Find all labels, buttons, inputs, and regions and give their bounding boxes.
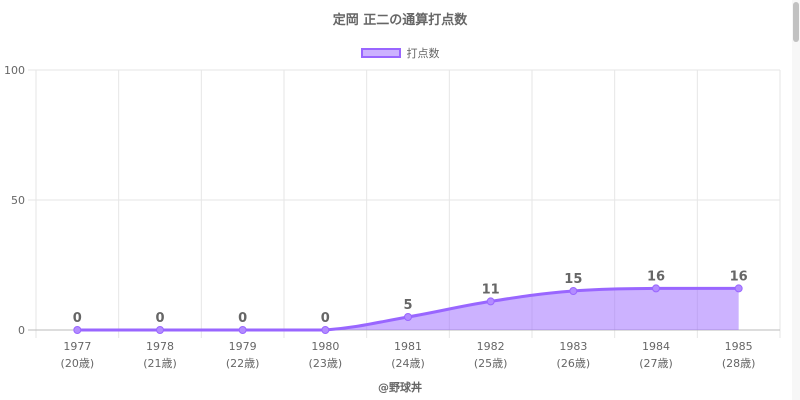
data-point [734,284,743,293]
x-tick-sublabel: (28歳) [722,357,756,370]
legend-swatch [360,48,401,58]
legend-label: 打点数 [406,47,440,60]
x-tick-sublabel: (27歳) [639,357,673,370]
data-label: 15 [564,272,582,287]
data-point [73,326,82,334]
data-label: 5 [403,298,412,313]
data-label: 0 [238,311,247,326]
footer-credit: @野球丼 [378,381,422,394]
scrollbar-thumb[interactable] [793,2,799,42]
data-label: 11 [482,282,500,297]
x-tick-label: 1983 [559,340,587,353]
x-tick-label: 1978 [146,340,174,353]
data-label: 16 [647,269,665,284]
x-tick-sublabel: (25歳) [474,357,508,370]
series-area [77,288,739,330]
data-point [156,326,164,334]
data-point [652,284,660,293]
x-tick-label: 1984 [642,340,670,353]
scrollbar[interactable] [792,0,800,400]
x-tick-sublabel: (24歳) [391,357,425,370]
data-label: 0 [155,311,164,326]
y-tick-label: 50 [11,194,25,207]
x-tick-label: 1981 [394,340,422,353]
data-point [569,287,578,295]
y-tick-label: 0 [18,324,25,337]
x-tick-label: 1982 [477,340,505,353]
x-tick-sublabel: (23歳) [309,357,343,370]
x-tick-sublabel: (20歳) [61,357,95,370]
y-tick-label: 100 [4,64,25,77]
data-point [321,326,330,334]
x-tick-label: 1979 [229,340,257,353]
data-label: 16 [730,269,748,284]
data-label: 0 [73,311,82,326]
x-tick-label: 1985 [725,340,753,353]
legend[interactable]: 打点数 [0,45,800,61]
x-tick-sublabel: (22歳) [226,357,260,370]
x-tick-label: 1980 [311,340,339,353]
x-tick-sublabel: (26歳) [557,357,591,370]
data-label: 0 [321,311,330,326]
x-tick-label: 1977 [63,340,91,353]
chart-title: 定岡 正二の通算打点数 [332,13,468,28]
data-point [486,297,495,306]
x-tick-sublabel: (21歳) [143,357,177,370]
data-point [404,313,412,321]
data-point [238,326,247,334]
